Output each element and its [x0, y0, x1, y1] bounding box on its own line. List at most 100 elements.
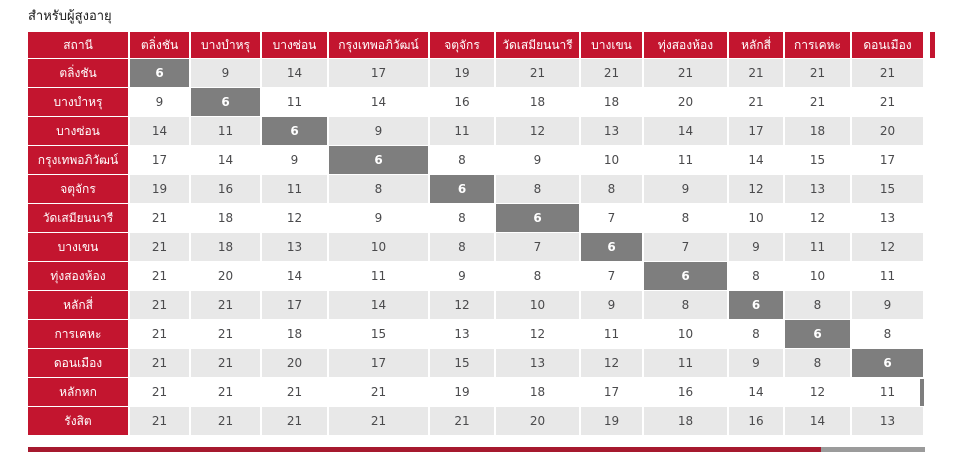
row-header: บางบำหรุ [28, 88, 128, 116]
fare-cell: 10 [785, 262, 850, 290]
fare-cell: 8 [581, 175, 642, 203]
fare-table: สถานี ตลิ่งชัน บางบำหรุ บางซ่อน กรุงเทพอภิว… [26, 31, 925, 436]
fare-cell: 9 [852, 291, 923, 319]
fare-cell: 12 [785, 204, 850, 232]
bottom-bar-red-segment [28, 447, 821, 452]
fare-cell: 21 [729, 59, 783, 87]
fare-cell: 15 [430, 349, 494, 377]
fare-cell: 20 [644, 88, 727, 116]
fare-cell: 9 [329, 117, 428, 145]
fare-cell: 9 [262, 146, 327, 174]
fare-cell: 18 [785, 117, 850, 145]
fare-cell: 11 [785, 233, 850, 261]
fare-cell: 21 [852, 59, 923, 87]
fare-cell: 9 [496, 146, 579, 174]
fare-cell: 14 [262, 59, 327, 87]
row-header: การเคหะ [28, 320, 128, 348]
column-header: บางซ่อน [262, 32, 327, 58]
fare-cell: 6 [852, 349, 923, 377]
fare-cell: 6 [496, 204, 579, 232]
row-header: บางซ่อน [28, 117, 128, 145]
fare-cell: 21 [329, 407, 428, 435]
fare-cell: 21 [130, 320, 189, 348]
table-row: ทุ่งสองห้อง 21 20 14 11 9 8 7 6 8 10 11 [28, 262, 923, 290]
fare-cell: 7 [581, 262, 642, 290]
fare-cell: 11 [262, 175, 327, 203]
fare-cell: 21 [852, 88, 923, 116]
fare-cell: 20 [496, 407, 579, 435]
fare-cell: 18 [496, 378, 579, 406]
fare-cell: 6 [785, 320, 850, 348]
fare-cell: 17 [130, 146, 189, 174]
table-row: บางบำหรุ 9 6 11 14 16 18 18 20 21 21 21 [28, 88, 923, 116]
fare-cell: 9 [191, 59, 260, 87]
fare-cell: 15 [329, 320, 428, 348]
fare-cell: 11 [852, 262, 923, 290]
fare-cell: 12 [262, 204, 327, 232]
fare-cell: 8 [785, 291, 850, 319]
fare-cell: 10 [496, 291, 579, 319]
fare-cell: 13 [262, 233, 327, 261]
fare-cell: 19 [581, 407, 642, 435]
column-header: ดอนเมือง [852, 32, 923, 58]
fare-cell: 21 [130, 349, 189, 377]
fare-cell: 10 [581, 146, 642, 174]
row-header: ดอนเมือง [28, 349, 128, 377]
fare-cell: 10 [729, 204, 783, 232]
fare-cell: 8 [644, 291, 727, 319]
fare-cell: 18 [581, 88, 642, 116]
row-header: จตุจักร [28, 175, 128, 203]
fare-cell: 6 [430, 175, 494, 203]
row-header: ตลิ่งชัน [28, 59, 128, 87]
fare-cell: 21 [130, 204, 189, 232]
fare-table-body: ตลิ่งชัน 6 9 14 17 19 21 21 21 21 21 21 บางบำหรุ 9 6 11… [28, 59, 923, 435]
fare-cell: 13 [852, 204, 923, 232]
fare-cell: 12 [496, 117, 579, 145]
fare-cell: 21 [130, 233, 189, 261]
table-row: หลักหก 21 21 21 21 19 18 17 16 14 12 11 [28, 378, 923, 406]
row-header: บางเขน [28, 233, 128, 261]
column-header: จตุจักร [430, 32, 494, 58]
fare-cell: 11 [581, 320, 642, 348]
row-header: วัดเสมียนนารี [28, 204, 128, 232]
column-header: กรุงเทพอภิวัฒน์ [329, 32, 428, 58]
fare-cell: 12 [430, 291, 494, 319]
fare-cell: 21 [581, 59, 642, 87]
fare-cell: 12 [729, 175, 783, 203]
fare-cell: 18 [496, 88, 579, 116]
fare-cell: 21 [130, 378, 189, 406]
cutoff-diagonal-cell-sliver [920, 379, 924, 406]
table-row: รังสิต 21 21 21 21 21 20 19 18 16 14 13 [28, 407, 923, 435]
row-header: หลักสี่ [28, 291, 128, 319]
fare-cell: 6 [262, 117, 327, 145]
fare-cell: 11 [644, 349, 727, 377]
fare-cell: 21 [191, 349, 260, 377]
fare-cell: 13 [852, 407, 923, 435]
fare-cell: 11 [644, 146, 727, 174]
fare-cell: 17 [262, 291, 327, 319]
fare-cell: 8 [785, 349, 850, 377]
fare-cell: 21 [729, 88, 783, 116]
bottom-bar [28, 447, 925, 452]
fare-cell: 14 [329, 88, 428, 116]
fare-cell: 11 [430, 117, 494, 145]
table-row: ตลิ่งชัน 6 9 14 17 19 21 21 21 21 21 21 [28, 59, 923, 87]
column-header: บางเขน [581, 32, 642, 58]
fare-cell: 21 [262, 407, 327, 435]
row-header: กรุงเทพอภิวัฒน์ [28, 146, 128, 174]
table-row: จตุจักร 19 16 11 8 6 8 8 9 12 13 15 [28, 175, 923, 203]
fare-cell: 14 [785, 407, 850, 435]
fare-cell: 14 [130, 117, 189, 145]
fare-cell: 19 [130, 175, 189, 203]
table-row: วัดเสมียนนารี 21 18 12 9 8 6 7 8 10 12 13 [28, 204, 923, 232]
fare-cell: 8 [496, 262, 579, 290]
table-row: การเคหะ 21 21 18 15 13 12 11 10 8 6 8 [28, 320, 923, 348]
fare-cell: 17 [329, 59, 428, 87]
fare-cell: 9 [581, 291, 642, 319]
row-header: หลักหก [28, 378, 128, 406]
row-header: ทุ่งสองห้อง [28, 262, 128, 290]
fare-cell: 21 [191, 320, 260, 348]
fare-cell: 6 [191, 88, 260, 116]
fare-cell: 21 [785, 59, 850, 87]
fare-cell: 6 [644, 262, 727, 290]
